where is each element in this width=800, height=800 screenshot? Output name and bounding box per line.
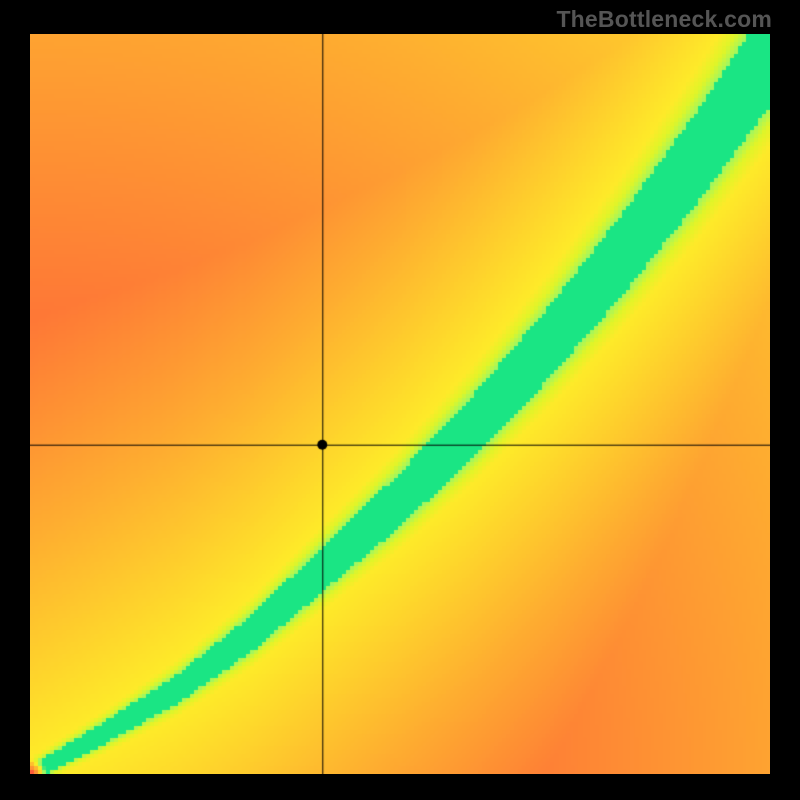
heatmap-plot <box>30 34 770 774</box>
watermark-text: TheBottleneck.com <box>556 6 772 33</box>
chart-container: TheBottleneck.com <box>0 0 800 800</box>
